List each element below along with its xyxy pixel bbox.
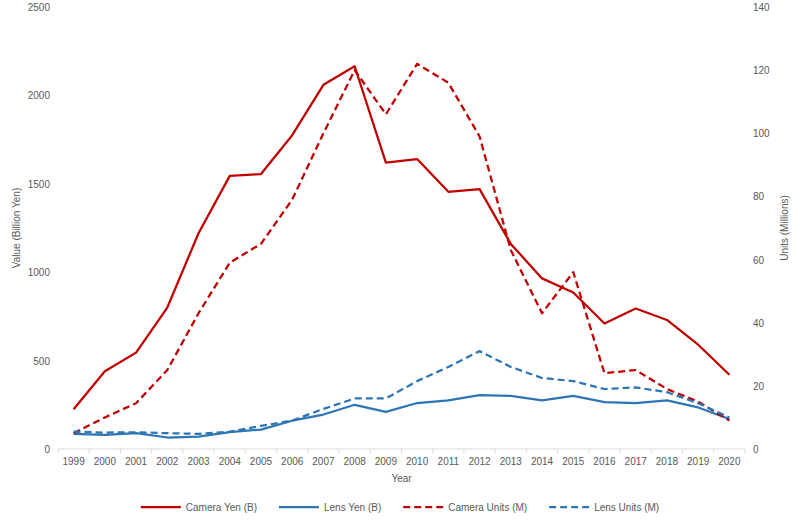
x-tick-label: 2003 [187,456,210,467]
x-tick [89,449,90,453]
x-tick-label: 2001 [125,456,148,467]
series-line [74,351,730,434]
x-tick-label: 2019 [687,456,710,467]
y-tick-label: 2000 [28,90,51,101]
legend-label: Lens Yen (B) [324,502,381,513]
x-tick [745,449,746,453]
x-tick [401,449,402,453]
x-tick-label: 2002 [156,456,179,467]
y2-tick-label: 0 [753,444,759,455]
plot-area [74,64,730,438]
chart: 0 500 1000 1500 2000 2500 0 20 40 60 80 100 120 140 19… [0,0,800,523]
x-tick [151,449,152,453]
legend-swatch [141,506,181,508]
x-tick-label: 2020 [718,456,741,467]
x-tick [307,449,308,453]
x-tick-label: 2009 [375,456,398,467]
x-tick [276,449,277,453]
x-tick-label: 2006 [281,456,304,467]
legend-label: Camera Yen (B) [186,502,257,513]
x-tick-label: 2000 [94,456,117,467]
y2-tick-label: 20 [753,381,765,392]
y2-tick-label: 120 [753,65,770,76]
x-tick-label: 2018 [656,456,679,467]
legend-label: Lens Units (M) [594,502,659,513]
x-tick [432,449,433,453]
series-line [74,66,730,409]
x-tick [495,449,496,453]
x-tick-label: 2008 [344,456,367,467]
x-tick-label: 2016 [593,456,616,467]
x-tick [526,449,527,453]
y-tick-label: 1500 [28,179,51,190]
x-tick-label: 2011 [438,456,460,467]
x-tick [214,449,215,453]
x-tick [557,449,558,453]
x-tick [463,449,464,453]
y2-tick-label: 140 [753,2,770,13]
x-tick [182,449,183,453]
x-tick-label: 2005 [250,456,273,467]
legend-swatch [279,506,319,508]
series-line [74,395,730,437]
x-tick [651,449,652,453]
x-tick-label: 2017 [625,456,648,467]
y2-tick-label: 60 [753,255,765,266]
x-tick [245,449,246,453]
x-tick-label: 1999 [62,456,85,467]
legend-swatch [549,506,589,508]
x-tick [588,449,589,453]
x-tick-label: 2012 [468,456,491,467]
series-line [74,64,730,433]
legend-swatch [403,506,443,508]
y2-axis-title: Units (Millions) [779,195,790,261]
y-axis-title: Value (Billion Yen) [11,188,22,268]
x-tick-label: 2004 [219,456,242,467]
y-tick-label: 0 [44,444,50,455]
y2-tick-label: 40 [753,318,765,329]
y-tick-label: 2500 [28,2,51,13]
x-tick-label: 2014 [531,456,554,467]
x-tick-label: 2015 [562,456,585,467]
x-tick [620,449,621,453]
x-tick [713,449,714,453]
x-tick [120,449,121,453]
y2-tick-label: 80 [753,191,765,202]
x-tick-label: 2010 [406,456,429,467]
x-axis-title: Year [391,473,412,484]
y-tick-label: 500 [33,356,50,367]
legend: Camera Yen (B) Lens Yen (B) Camera Units (… [141,502,659,513]
x-tick [58,449,59,453]
y2-tick-label: 100 [753,128,770,139]
x-tick-label: 2013 [500,456,523,467]
x-tick [339,449,340,453]
x-tick [682,449,683,453]
x-tick [370,449,371,453]
y-tick-label: 1000 [28,267,51,278]
x-tick-label: 2007 [312,456,335,467]
legend-label: Camera Units (M) [448,502,527,513]
